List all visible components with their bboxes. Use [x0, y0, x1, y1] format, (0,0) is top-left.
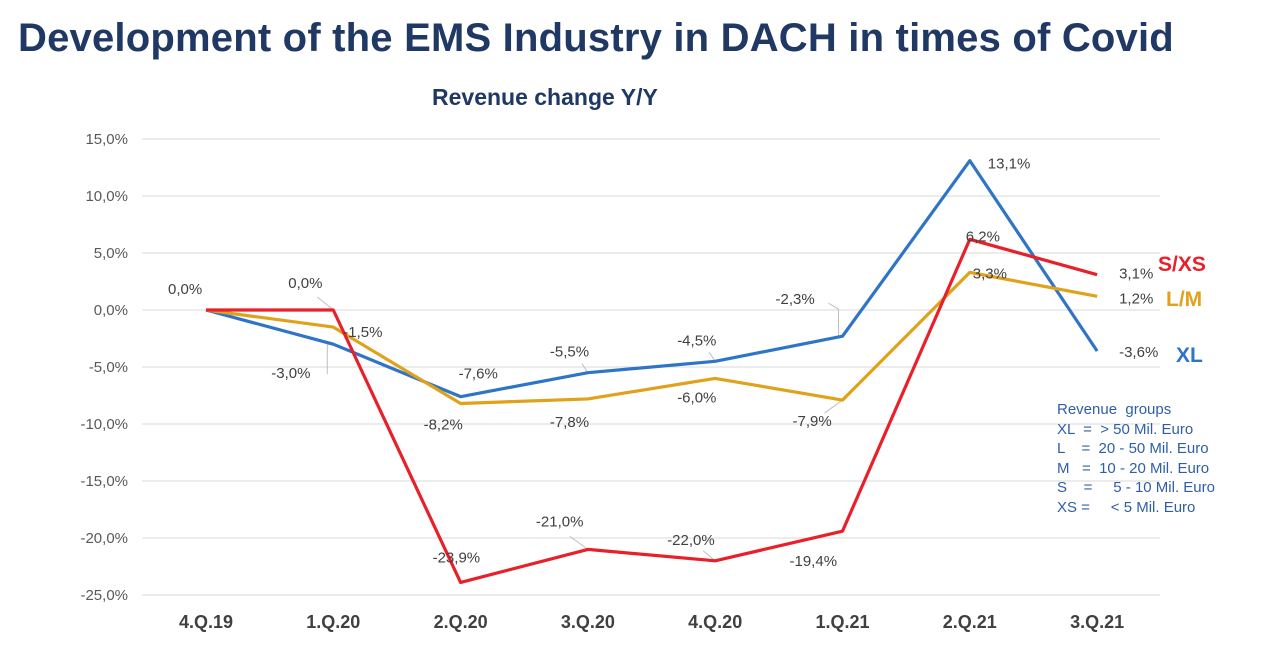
x-tick-label: 4.Q.19 [179, 612, 233, 632]
series-labels: XL L/M S/XS [1158, 253, 1206, 367]
leader-line [569, 535, 589, 550]
data-label: 3,1% [1119, 266, 1153, 283]
data-label: -3,6% [1119, 344, 1158, 361]
data-label: -5,5% [550, 344, 589, 361]
leader-line [581, 363, 589, 373]
x-tick-label: 3.Q.20 [561, 612, 615, 632]
series-lines [205, 159, 1099, 585]
x-tick-label: 1.Q.21 [815, 612, 869, 632]
data-label: -7,6% [459, 366, 498, 383]
data-label: -1,5% [343, 324, 382, 341]
data-label: -6,0% [677, 389, 716, 406]
data-label: -8,2% [424, 416, 463, 433]
series-label-xl: XL [1176, 344, 1203, 367]
chart-subtitle: Revenue change Y/Y [432, 84, 658, 110]
series-line-s-xs [206, 237, 1098, 585]
data-label: -22,0% [667, 532, 715, 549]
x-tick-label: 1.Q.20 [306, 612, 360, 632]
y-tick-label: -20,0% [80, 530, 128, 547]
data-label: 13,1% [988, 156, 1031, 173]
revenue-groups-note: Revenue groups XL = > 50 Mil. Euro L = 2… [1057, 401, 1215, 516]
x-tick-label: 2.Q.20 [434, 612, 488, 632]
grid-lines [142, 138, 1160, 596]
leader-line [828, 302, 843, 337]
y-tick-label: 5,0% [94, 245, 128, 262]
y-axis-ticks: 15,0% 10,0% 5,0% 0,0% -5,0% -10,0% -15,0% -20,0… [80, 131, 128, 604]
series-label-s-xs: S/XS [1158, 253, 1206, 276]
y-tick-label: 10,0% [85, 188, 128, 205]
data-label: -4,5% [677, 332, 716, 349]
data-label: -21,0% [536, 513, 584, 530]
chart-title: Development of the EMS Industry in DACH … [18, 16, 1174, 60]
x-tick-label: 2.Q.21 [943, 612, 997, 632]
data-label: -23,9% [433, 549, 481, 566]
x-axis-ticks: 4.Q.19 1.Q.20 2.Q.20 3.Q.20 4.Q.20 1.Q.21 2.Q.… [179, 612, 1124, 632]
data-label: 1,2% [1119, 290, 1153, 307]
y-tick-label: 0,0% [94, 302, 128, 319]
leader-line [316, 296, 334, 311]
y-tick-label: -15,0% [80, 473, 128, 490]
series-label-l-m: L/M [1166, 288, 1202, 311]
data-label: 3,3% [973, 265, 1007, 282]
data-label: -7,8% [550, 414, 589, 431]
data-label: -7,9% [793, 413, 832, 430]
series-line-l-m [205, 270, 1098, 406]
data-label: 0,0% [168, 281, 202, 298]
data-label: -3,0% [271, 365, 310, 382]
data-labels: 0,0% -3,0% -7,6% -5,5% -4,5% -2,3% 13,1% -3,6% -… [168, 156, 1158, 570]
y-tick-label: -5,0% [89, 359, 128, 376]
data-label: -2,3% [776, 291, 815, 308]
y-tick-label: -25,0% [80, 587, 128, 604]
data-label: 0,0% [288, 275, 322, 292]
x-tick-label: 3.Q.21 [1070, 612, 1124, 632]
data-label: 6,2% [966, 228, 1000, 245]
leader-line [326, 343, 334, 375]
leader-line [824, 399, 843, 414]
x-tick-label: 4.Q.20 [688, 612, 742, 632]
y-tick-label: -10,0% [80, 416, 128, 433]
data-label: -19,4% [790, 553, 838, 570]
y-tick-label: 15,0% [85, 131, 128, 148]
